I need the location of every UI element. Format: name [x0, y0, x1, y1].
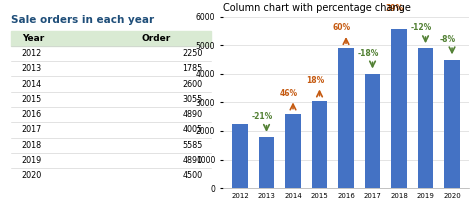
Text: 2015: 2015 — [22, 95, 42, 104]
Bar — [444, 60, 460, 188]
Text: 39%: 39% — [386, 4, 404, 13]
Text: Sale orders in each year: Sale orders in each year — [11, 15, 154, 25]
Text: Year: Year — [22, 34, 44, 43]
Text: 4890: 4890 — [182, 156, 203, 165]
Bar — [365, 74, 381, 188]
Bar — [338, 48, 354, 188]
Text: 2014: 2014 — [22, 80, 42, 89]
Text: 2017: 2017 — [22, 125, 42, 134]
Text: 4500: 4500 — [182, 171, 203, 180]
Bar — [285, 114, 301, 188]
Text: -18%: -18% — [358, 49, 379, 58]
Text: 46%: 46% — [280, 89, 298, 98]
Bar — [11, 31, 211, 46]
Text: 2016: 2016 — [22, 110, 42, 119]
Text: 4005: 4005 — [182, 125, 203, 134]
Text: 2250: 2250 — [182, 49, 203, 58]
Text: 2019: 2019 — [22, 156, 42, 165]
Bar — [391, 29, 407, 188]
Text: 2020: 2020 — [22, 171, 42, 180]
Text: 2013: 2013 — [22, 64, 42, 73]
Text: 3055: 3055 — [182, 95, 203, 104]
Text: -21%: -21% — [252, 112, 273, 121]
Text: 5585: 5585 — [182, 141, 203, 150]
Text: 2018: 2018 — [22, 141, 42, 150]
Text: Column chart with percentage change: Column chart with percentage change — [223, 3, 410, 13]
Bar — [232, 124, 248, 188]
Text: 60%: 60% — [333, 23, 351, 32]
Text: 1785: 1785 — [182, 64, 203, 73]
Text: 2012: 2012 — [22, 49, 42, 58]
Bar — [418, 48, 434, 188]
Bar — [311, 101, 328, 188]
Text: 4890: 4890 — [182, 110, 203, 119]
Text: -8%: -8% — [440, 34, 456, 43]
Text: 2600: 2600 — [182, 80, 203, 89]
Text: Order: Order — [142, 34, 171, 43]
Bar — [258, 137, 274, 188]
Text: 18%: 18% — [306, 76, 325, 85]
Text: -12%: -12% — [411, 23, 432, 32]
